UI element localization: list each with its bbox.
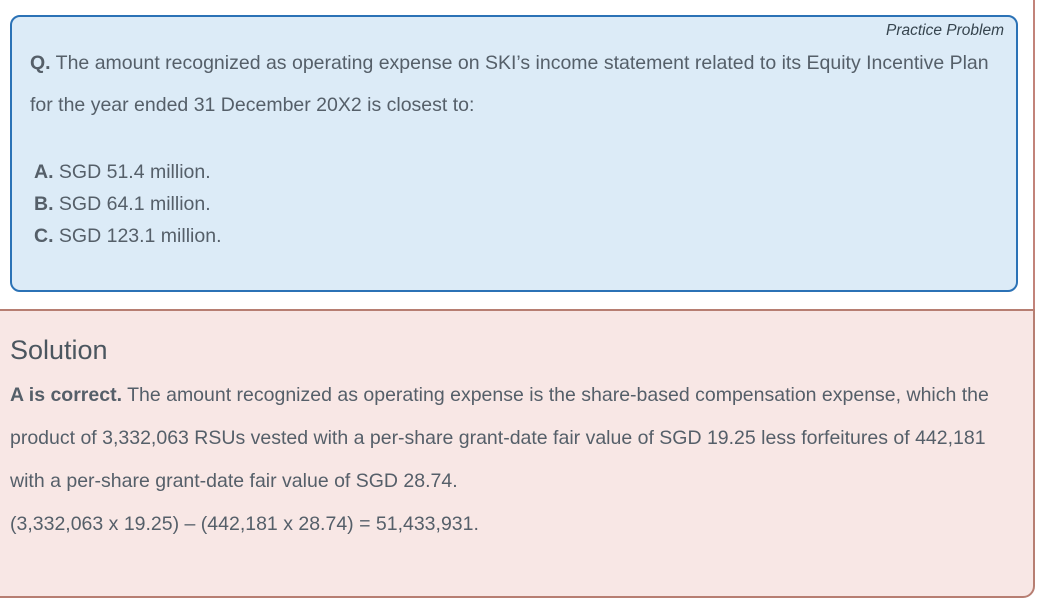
solution-formula: (3,332,063 x 19.25) – (442,181 x 28.74) … [10,513,479,535]
answer-options: A. SGD 51.4 million. B. SGD 64.1 million… [30,156,1004,252]
option-b-letter: B. [34,193,54,215]
question-prefix: Q. [30,52,51,74]
question-text: Q. The amount recognized as operating ex… [30,42,1004,126]
question-body: The amount recognized as operating expen… [30,52,989,116]
option-b-text: SGD 64.1 million. [58,193,211,215]
answer-option-c: C. SGD 123.1 million. [30,220,1004,252]
solution-panel: Solution A is correct. The amount recogn… [0,309,1035,598]
solution-explanation: The amount recognized as operating expen… [10,384,989,492]
page-right-border-line [1033,0,1035,311]
solution-heading: Solution [10,335,108,365]
solution-text: A is correct. The amount recognized as o… [10,374,1015,546]
answer-option-a: A. SGD 51.4 million. [30,156,1004,188]
option-c-letter: C. [34,225,54,247]
option-a-text: SGD 51.4 million. [58,161,211,183]
practice-problem-label: Practice Problem [885,22,1004,39]
solution-answer-prefix: A is correct. [10,384,122,406]
practice-problem-panel: Practice Problem Q. The amount recognize… [10,15,1018,292]
option-a-letter: A. [34,161,54,183]
answer-option-b: B. SGD 64.1 million. [30,188,1004,220]
option-c-text: SGD 123.1 million. [58,225,222,247]
